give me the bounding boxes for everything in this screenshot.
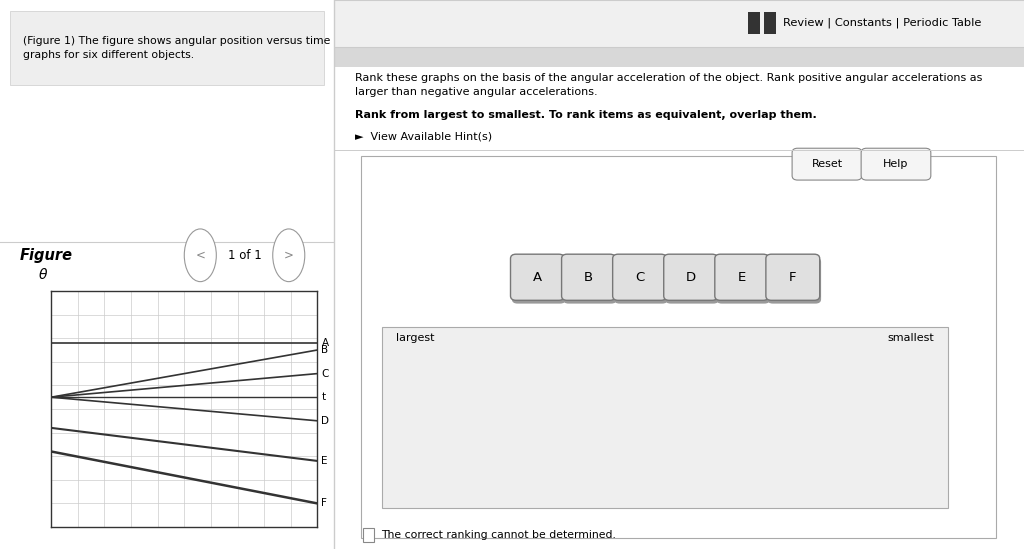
Text: Review | Constants | Periodic Table: Review | Constants | Periodic Table	[783, 18, 981, 29]
Text: D: D	[686, 271, 695, 284]
FancyBboxPatch shape	[767, 257, 821, 304]
FancyBboxPatch shape	[362, 528, 374, 542]
FancyBboxPatch shape	[793, 148, 862, 180]
Text: C: C	[322, 368, 329, 379]
Text: E: E	[737, 271, 745, 284]
Text: Reset: Reset	[811, 159, 843, 169]
FancyBboxPatch shape	[382, 327, 948, 508]
FancyBboxPatch shape	[666, 257, 719, 304]
Circle shape	[184, 229, 216, 282]
FancyBboxPatch shape	[664, 254, 718, 300]
Text: A: A	[532, 271, 542, 284]
Text: t: t	[322, 392, 326, 402]
FancyBboxPatch shape	[716, 257, 770, 304]
Bar	[748, 12, 761, 34]
Text: <: <	[196, 249, 205, 262]
FancyBboxPatch shape	[361, 156, 996, 538]
Text: Rank from largest to smallest. To rank items as equivalent, overlap them.: Rank from largest to smallest. To rank i…	[354, 110, 816, 120]
Text: smallest: smallest	[888, 333, 934, 343]
FancyBboxPatch shape	[612, 254, 667, 300]
FancyBboxPatch shape	[861, 148, 931, 180]
Text: Figure: Figure	[20, 248, 73, 263]
Text: A: A	[322, 338, 329, 348]
Text: Rank these graphs on the basis of the angular acceleration of the object. Rank p: Rank these graphs on the basis of the an…	[354, 73, 982, 97]
Text: B: B	[322, 345, 329, 355]
Text: largest: largest	[396, 333, 434, 343]
FancyBboxPatch shape	[561, 254, 615, 300]
Text: E: E	[322, 456, 328, 466]
Text: F: F	[322, 498, 328, 508]
Text: 1 of 1: 1 of 1	[228, 249, 262, 262]
FancyBboxPatch shape	[10, 11, 324, 85]
Text: (Figure 1) The figure shows angular position versus time
graphs for six differen: (Figure 1) The figure shows angular posi…	[24, 36, 331, 60]
FancyBboxPatch shape	[511, 254, 564, 300]
Text: B: B	[584, 271, 593, 284]
Text: Help: Help	[884, 159, 908, 169]
Text: F: F	[790, 271, 797, 284]
Text: C: C	[635, 271, 644, 284]
FancyBboxPatch shape	[334, 0, 1024, 47]
FancyBboxPatch shape	[766, 254, 819, 300]
Text: >: >	[284, 249, 294, 262]
Text: D: D	[322, 416, 330, 426]
Text: The correct ranking cannot be determined.: The correct ranking cannot be determined…	[381, 530, 615, 540]
Circle shape	[272, 229, 305, 282]
FancyBboxPatch shape	[715, 254, 769, 300]
Text: $\theta$: $\theta$	[38, 267, 48, 282]
Bar	[764, 12, 776, 34]
FancyBboxPatch shape	[614, 257, 668, 304]
FancyBboxPatch shape	[563, 257, 616, 304]
FancyBboxPatch shape	[512, 257, 565, 304]
FancyBboxPatch shape	[334, 47, 1024, 67]
Text: ►  View Available Hint(s): ► View Available Hint(s)	[354, 132, 492, 142]
